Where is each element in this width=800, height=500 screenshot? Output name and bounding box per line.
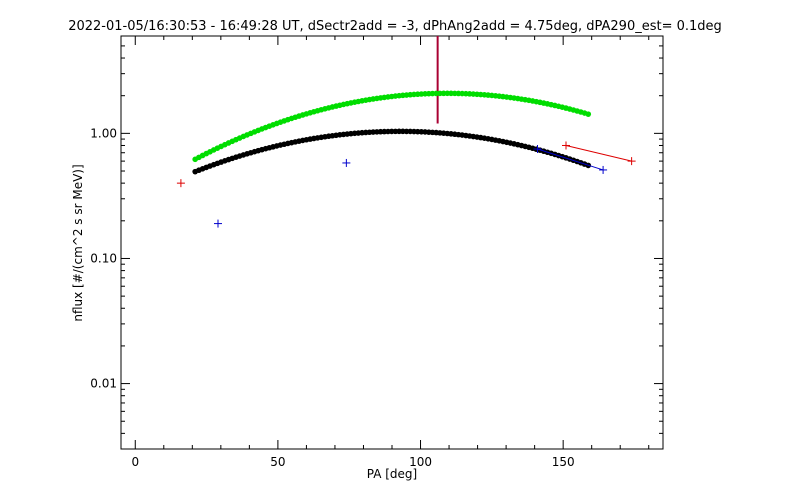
data-series bbox=[176, 36, 636, 228]
series-2-plus-marker bbox=[533, 144, 542, 153]
y-axis-label: nflux [#/(cm^2 s sr MeV)] bbox=[71, 164, 85, 321]
x-tick-label: 50 bbox=[270, 455, 285, 469]
x-axis-label: PA [deg] bbox=[367, 467, 417, 481]
y-tick-label: 0.01 bbox=[90, 377, 117, 391]
axes: 0 50 100 150 0.01 0.10 1.00 bbox=[90, 35, 663, 469]
x-tick-label: 100 bbox=[409, 455, 432, 469]
x-tick-label: 150 bbox=[552, 455, 575, 469]
series-3-segment bbox=[565, 144, 632, 162]
series-2-segment bbox=[537, 148, 604, 171]
series-3-plus-marker bbox=[627, 157, 636, 166]
series-2-plus-marker bbox=[599, 165, 608, 174]
y-tick-label: 1.00 bbox=[90, 126, 117, 140]
y-tick-label: 0.10 bbox=[90, 251, 117, 265]
series-1-point bbox=[585, 111, 592, 117]
series-3-plus-marker bbox=[176, 179, 185, 188]
x-tick-label: 0 bbox=[131, 455, 139, 469]
series-2-plus-marker bbox=[213, 219, 222, 228]
series-3-plus-marker bbox=[562, 141, 571, 150]
series-2-plus-marker bbox=[342, 158, 351, 167]
chart-title: 2022-01-05/16:30:53 - 16:49:28 UT, dSect… bbox=[68, 19, 722, 34]
